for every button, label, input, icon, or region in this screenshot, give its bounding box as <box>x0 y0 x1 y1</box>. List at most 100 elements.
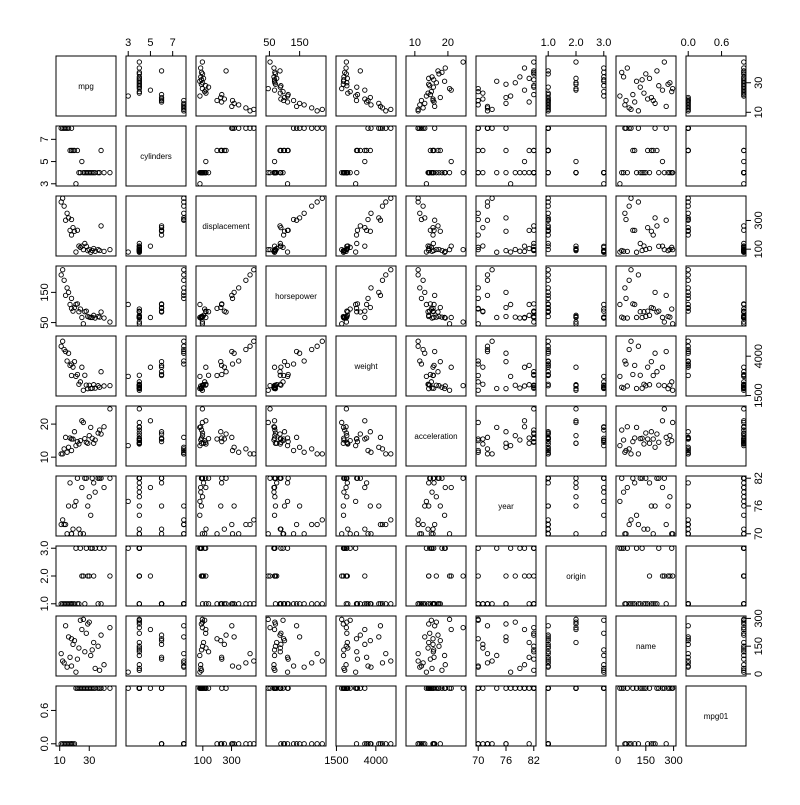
point-21 <box>427 630 433 636</box>
point-27 <box>573 440 579 446</box>
y-axis-cylinders: 357 <box>39 136 57 187</box>
panel-origin-vs-name <box>615 545 677 607</box>
point-27 <box>573 480 579 486</box>
point-16 <box>362 418 368 424</box>
panel-frame <box>195 125 257 187</box>
point-27 <box>646 440 653 446</box>
point-20 <box>218 362 225 369</box>
point-10 <box>531 301 537 307</box>
point-16 <box>203 418 209 424</box>
point-28 <box>353 232 360 238</box>
point-5 <box>158 429 165 435</box>
point-19 <box>601 77 607 83</box>
point-14 <box>158 641 165 647</box>
point-17 <box>284 498 291 505</box>
x-tick-label: 100 <box>194 755 212 767</box>
panel-frame <box>615 405 677 467</box>
point-18 <box>628 195 634 201</box>
point-27 <box>573 639 579 646</box>
point-14 <box>221 526 228 532</box>
point-22 <box>293 217 300 223</box>
point-28 <box>353 741 360 747</box>
point-24 <box>442 662 448 668</box>
point-22 <box>685 434 691 440</box>
point-24 <box>343 662 349 668</box>
point-14 <box>362 308 368 314</box>
point-29 <box>531 545 537 551</box>
point-26 <box>512 433 518 439</box>
point-11 <box>422 741 428 747</box>
point-23 <box>76 441 82 447</box>
point-0 <box>229 97 236 104</box>
point-8 <box>484 346 491 353</box>
point-3 <box>741 321 747 327</box>
point-25 <box>545 521 551 528</box>
panel-origin-vs-year <box>475 545 537 607</box>
point-24 <box>624 65 630 71</box>
point-28 <box>475 232 481 238</box>
point-16 <box>448 573 454 579</box>
point-17 <box>507 545 514 551</box>
point-10 <box>74 227 81 233</box>
point-18 <box>319 125 325 131</box>
point-25 <box>685 108 691 114</box>
point-11 <box>231 444 237 450</box>
point-26 <box>433 573 439 579</box>
panel-horsepower-vs-weight <box>335 265 397 327</box>
point-16 <box>448 158 454 165</box>
point-16 <box>203 573 209 579</box>
panel-frame <box>335 615 397 677</box>
point-6 <box>136 643 142 649</box>
point-24 <box>271 484 277 491</box>
point-10 <box>158 656 165 662</box>
point-1 <box>368 285 374 291</box>
point-5 <box>545 637 551 644</box>
point-21 <box>278 83 284 89</box>
point-7 <box>267 59 273 65</box>
point-29 <box>342 667 348 673</box>
point-18 <box>388 658 394 664</box>
point-26 <box>272 573 278 579</box>
point-26 <box>272 494 278 500</box>
point-23 <box>76 381 82 387</box>
point-2 <box>77 531 84 537</box>
panel-frame <box>335 195 397 257</box>
point-4 <box>601 512 607 518</box>
point-18 <box>415 195 421 201</box>
point-22 <box>229 125 235 131</box>
point-20 <box>363 99 370 105</box>
panel-frame <box>615 335 677 397</box>
point-19 <box>271 435 278 441</box>
point-11 <box>181 634 187 640</box>
point-22 <box>62 434 69 440</box>
point-1 <box>417 601 423 607</box>
point-16 <box>659 243 666 249</box>
point-17 <box>617 373 623 379</box>
point-20 <box>363 480 370 486</box>
point-7 <box>661 475 667 481</box>
panel-displacement-vs-origin <box>545 195 607 257</box>
point-18 <box>489 601 495 607</box>
point-11 <box>296 100 303 107</box>
point-15 <box>531 369 537 375</box>
panel-cylinders-vs-horsepower <box>265 125 327 187</box>
point-13 <box>429 665 435 672</box>
point-29 <box>198 667 205 673</box>
point-17 <box>601 373 607 379</box>
point-5 <box>503 637 509 644</box>
y-tick-label: 5 <box>39 158 51 164</box>
point-12 <box>198 503 205 509</box>
point-8 <box>243 277 249 283</box>
point-15 <box>741 223 747 229</box>
point-0 <box>68 447 75 454</box>
point-17 <box>284 181 291 187</box>
point-25 <box>247 650 253 657</box>
point-5 <box>437 94 443 101</box>
point-24 <box>343 484 349 491</box>
point-4 <box>633 170 640 176</box>
point-7 <box>661 573 667 579</box>
point-10 <box>354 227 361 233</box>
point-1 <box>236 664 242 670</box>
point-3 <box>265 573 271 579</box>
point-17 <box>125 685 131 691</box>
